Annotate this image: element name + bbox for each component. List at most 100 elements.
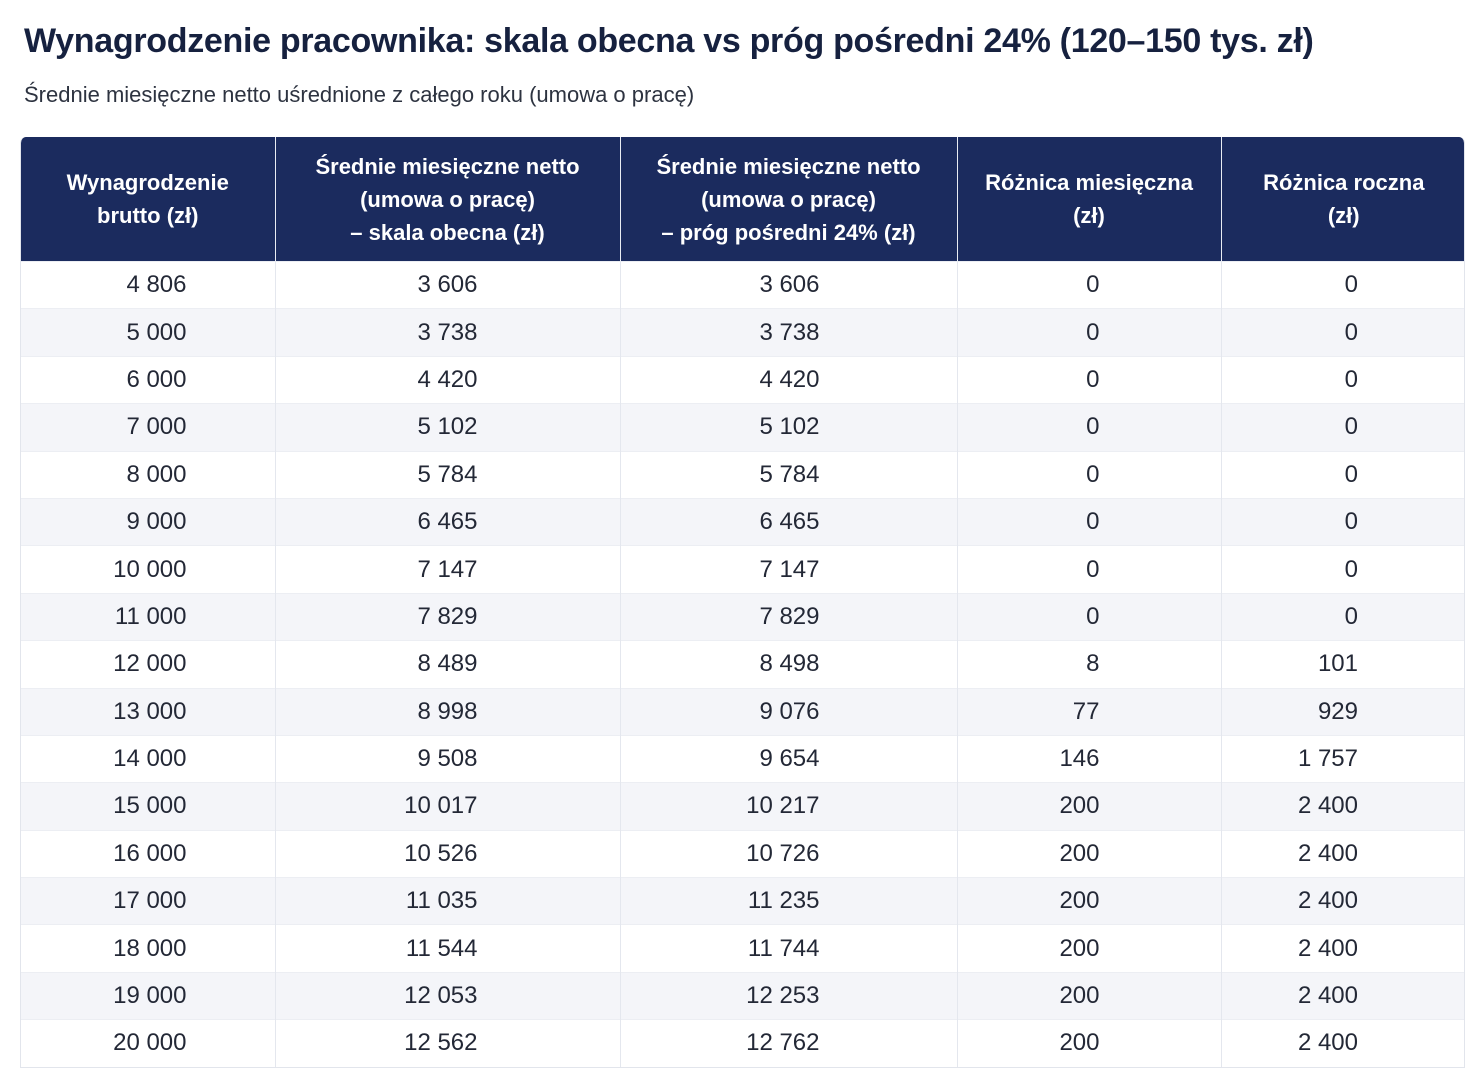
cell-net-current-scale: 6 465 <box>275 497 621 546</box>
cell-yearly-difference: 2 400 <box>1221 1019 1464 1067</box>
cell-monthly-difference: 0 <box>957 403 1222 452</box>
cell-net-intermediate-threshold: 11 235 <box>620 877 958 925</box>
cell-net-intermediate-threshold: 3 606 <box>620 260 958 309</box>
cell-gross-salary: 20 000 <box>21 1019 276 1067</box>
cell-yearly-difference: 0 <box>1221 592 1464 641</box>
cell-monthly-difference: 200 <box>957 971 1222 1020</box>
cell-monthly-difference: 200 <box>957 877 1222 925</box>
cell-gross-salary: 18 000 <box>21 924 276 973</box>
salary-table-container: Wynagrodzenie brutto (zł) Średnie miesię… <box>20 137 1465 1068</box>
cell-yearly-difference: 2 400 <box>1221 829 1464 878</box>
table-row: 13 000 8 998 9 076 77 929 <box>21 687 1464 736</box>
cell-net-current-scale: 12 562 <box>275 1019 621 1067</box>
cell-net-intermediate-threshold: 10 217 <box>620 782 958 831</box>
cell-net-intermediate-threshold: 7 829 <box>620 592 958 641</box>
table-row: 9 000 6 465 6 465 0 0 <box>21 497 1464 546</box>
cell-yearly-difference: 929 <box>1221 687 1464 736</box>
table-header: Wynagrodzenie brutto (zł) Średnie miesię… <box>21 137 1464 262</box>
table-row: 15 000 10 017 10 217 200 2 400 <box>21 782 1464 831</box>
cell-gross-salary: 6 000 <box>21 355 276 404</box>
page-title: Wynagrodzenie pracownika: skala obecna v… <box>24 22 1314 60</box>
cell-net-intermediate-threshold: 9 076 <box>620 687 958 736</box>
cell-monthly-difference: 0 <box>957 545 1222 594</box>
cell-net-current-scale: 5 102 <box>275 403 621 452</box>
cell-monthly-difference: 77 <box>957 687 1222 736</box>
cell-monthly-difference: 0 <box>957 355 1222 404</box>
cell-yearly-difference: 0 <box>1221 260 1464 309</box>
cell-monthly-difference: 200 <box>957 924 1222 973</box>
cell-net-intermediate-threshold: 8 498 <box>620 640 958 689</box>
table-row: 4 806 3 606 3 606 0 0 <box>21 260 1464 309</box>
cell-gross-salary: 7 000 <box>21 403 276 452</box>
cell-net-current-scale: 4 420 <box>275 355 621 404</box>
cell-net-current-scale: 8 998 <box>275 687 621 736</box>
cell-yearly-difference: 2 400 <box>1221 877 1464 925</box>
table-row: 14 000 9 508 9 654 146 1 757 <box>21 734 1464 783</box>
cell-gross-salary: 4 806 <box>21 260 276 309</box>
cell-yearly-difference: 1 757 <box>1221 734 1464 783</box>
cell-monthly-difference: 200 <box>957 782 1222 831</box>
cell-net-intermediate-threshold: 6 465 <box>620 497 958 546</box>
cell-monthly-difference: 0 <box>957 450 1222 499</box>
cell-yearly-difference: 2 400 <box>1221 924 1464 973</box>
cell-net-intermediate-threshold: 3 738 <box>620 308 958 357</box>
table-row: 12 000 8 489 8 498 8 101 <box>21 640 1464 689</box>
cell-net-intermediate-threshold: 7 147 <box>620 545 958 594</box>
header-monthly-difference: Różnica miesięczna (zł) <box>957 137 1222 262</box>
cell-net-intermediate-threshold: 12 253 <box>620 971 958 1020</box>
cell-net-intermediate-threshold: 12 762 <box>620 1019 958 1067</box>
table-row: 6 000 4 420 4 420 0 0 <box>21 355 1464 404</box>
cell-net-intermediate-threshold: 5 102 <box>620 403 958 452</box>
cell-monthly-difference: 8 <box>957 640 1222 689</box>
cell-net-intermediate-threshold: 4 420 <box>620 355 958 404</box>
cell-net-current-scale: 8 489 <box>275 640 621 689</box>
cell-net-intermediate-threshold: 10 726 <box>620 829 958 878</box>
cell-gross-salary: 8 000 <box>21 450 276 499</box>
cell-net-current-scale: 11 035 <box>275 877 621 925</box>
header-net-current-scale: Średnie miesięczne netto (umowa o pracę)… <box>275 137 621 262</box>
cell-yearly-difference: 0 <box>1221 497 1464 546</box>
cell-gross-salary: 19 000 <box>21 971 276 1020</box>
cell-gross-salary: 13 000 <box>21 687 276 736</box>
cell-yearly-difference: 0 <box>1221 355 1464 404</box>
table-row: 10 000 7 147 7 147 0 0 <box>21 545 1464 594</box>
cell-net-intermediate-threshold: 5 784 <box>620 450 958 499</box>
cell-net-current-scale: 3 738 <box>275 308 621 357</box>
cell-monthly-difference: 146 <box>957 734 1222 783</box>
cell-net-current-scale: 3 606 <box>275 260 621 309</box>
cell-gross-salary: 16 000 <box>21 829 276 878</box>
cell-yearly-difference: 0 <box>1221 545 1464 594</box>
cell-net-current-scale: 11 544 <box>275 924 621 973</box>
cell-gross-salary: 11 000 <box>21 592 276 641</box>
table-row: 16 000 10 526 10 726 200 2 400 <box>21 829 1464 878</box>
table-header-row: Wynagrodzenie brutto (zł) Średnie miesię… <box>21 137 1464 262</box>
cell-net-current-scale: 9 508 <box>275 734 621 783</box>
table-row: 8 000 5 784 5 784 0 0 <box>21 450 1464 499</box>
cell-yearly-difference: 101 <box>1221 640 1464 689</box>
table-body: 4 806 3 606 3 606 0 0 5 000 3 738 3 738 0 0 6 000 4… <box>21 260 1464 1067</box>
cell-yearly-difference: 0 <box>1221 308 1464 357</box>
table-row: 7 000 5 102 5 102 0 0 <box>21 403 1464 452</box>
cell-gross-salary: 15 000 <box>21 782 276 831</box>
page-subtitle: Średnie miesięczne netto uśrednione z ca… <box>24 82 695 107</box>
cell-monthly-difference: 200 <box>957 1019 1222 1067</box>
cell-net-current-scale: 10 017 <box>275 782 621 831</box>
cell-gross-salary: 5 000 <box>21 308 276 357</box>
header-net-intermediate-threshold: Średnie miesięczne netto (umowa o pracę)… <box>620 137 958 262</box>
cell-gross-salary: 9 000 <box>21 497 276 546</box>
table-row: 19 000 12 053 12 253 200 2 400 <box>21 971 1464 1020</box>
header-yearly-difference: Różnica roczna (zł) <box>1221 137 1464 262</box>
cell-yearly-difference: 0 <box>1221 450 1464 499</box>
cell-monthly-difference: 0 <box>957 497 1222 546</box>
table-row: 20 000 12 562 12 762 200 2 400 <box>21 1019 1464 1067</box>
cell-yearly-difference: 0 <box>1221 403 1464 452</box>
cell-net-intermediate-threshold: 11 744 <box>620 924 958 973</box>
cell-gross-salary: 10 000 <box>21 545 276 594</box>
cell-monthly-difference: 200 <box>957 829 1222 878</box>
table-row: 5 000 3 738 3 738 0 0 <box>21 308 1464 357</box>
cell-net-current-scale: 7 829 <box>275 592 621 641</box>
cell-net-current-scale: 10 526 <box>275 829 621 878</box>
salary-comparison-table: Wynagrodzenie brutto (zł) Średnie miesię… <box>21 137 1464 1067</box>
cell-gross-salary: 17 000 <box>21 877 276 925</box>
